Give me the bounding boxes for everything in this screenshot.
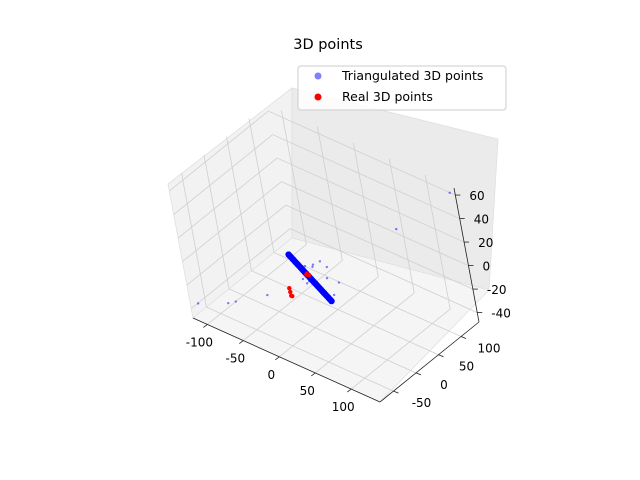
grid-line-x: [280, 110, 307, 245]
y-tick-label: 50: [459, 360, 474, 374]
grid-line-x: [352, 142, 379, 277]
legend-label-real: Real 3D points: [342, 89, 433, 104]
x-tick-mark: [346, 388, 352, 393]
triangulated-point: [308, 279, 311, 283]
x-tick-mark: [239, 340, 244, 344]
grid-line-y: [203, 154, 230, 289]
grid-line-z: [285, 204, 474, 290]
axes-panes: [167, 87, 499, 403]
grid-line-z: [290, 228, 478, 313]
real-point: [290, 293, 295, 299]
grid-line-x: [316, 126, 343, 261]
triangulated-point: [337, 281, 341, 284]
y-tick-mark: [415, 372, 422, 376]
grid-line-y: [181, 173, 207, 308]
grid-line-y: [251, 270, 439, 356]
grid-line-z: [169, 110, 269, 192]
grid-line-y: [228, 288, 417, 374]
triangulated-point: [305, 282, 309, 285]
real-point: [287, 286, 292, 291]
grid-line-y: [206, 306, 394, 392]
x-tick-mark: [275, 356, 280, 361]
x-tick-mark: [311, 372, 316, 377]
y-tick-mark: [393, 390, 399, 394]
grid-line-x: [243, 260, 343, 341]
triangulated-point: [301, 277, 305, 281]
legend: Triangulated 3D points Real 3D points: [297, 65, 507, 111]
triangulated-point: [303, 264, 307, 268]
x-tick-label: 50: [300, 384, 315, 398]
y-tick-mark: [438, 354, 444, 358]
cluster-point: [328, 297, 335, 305]
triangulated-point: [332, 293, 336, 297]
x-tick-label: -100: [186, 335, 213, 349]
grid-line-z: [276, 157, 465, 243]
legend-marker-triangulated: [314, 72, 322, 80]
grid-line-x: [315, 292, 415, 374]
chart-title: 3D points: [293, 37, 363, 53]
real-point: [288, 289, 293, 295]
z-tick-label: -20: [487, 283, 507, 297]
grid-lines: [169, 110, 478, 392]
triangulated-point: [227, 301, 230, 305]
grid-line-z: [182, 181, 282, 262]
grid-line-z: [272, 134, 460, 219]
triangulated-point: [325, 276, 329, 280]
x-tick-label: -50: [226, 352, 246, 366]
grid-line-x: [350, 308, 451, 390]
grid-line-z: [190, 228, 291, 309]
grid-line-x: [424, 175, 451, 310]
z-tick-label: 60: [469, 189, 484, 203]
z-tick-label: 20: [478, 236, 493, 250]
real-point: [306, 272, 312, 278]
grid-line-z: [173, 134, 273, 215]
x-tick-label: 0: [267, 368, 275, 382]
triangulated-point: [234, 300, 238, 303]
y-tick-label: 100: [478, 342, 501, 356]
triangulated-point: [395, 227, 398, 231]
triangulated-point: [318, 260, 322, 263]
z-tick-label: -40: [491, 307, 511, 321]
x-tick-mark: [203, 324, 208, 328]
triangulated-point: [266, 293, 269, 297]
grid-line-z: [268, 110, 456, 196]
grid-line-y: [226, 136, 252, 271]
axis-lines: [192, 187, 483, 403]
grid-line-x: [279, 276, 379, 358]
data-points: [196, 191, 451, 305]
z-tick-label: 40: [474, 213, 489, 227]
grid-line-x: [388, 158, 415, 293]
grid-line-z: [177, 157, 278, 239]
triangulated-point: [325, 265, 329, 269]
triangulated-point: [311, 265, 314, 269]
z-axis-line: [453, 187, 480, 323]
y-tick-mark: [460, 336, 467, 339]
y-tick-label: 0: [440, 378, 448, 392]
triangulated-point: [448, 191, 451, 195]
z-tick-label: 0: [482, 260, 490, 274]
grid-line-z: [281, 181, 469, 266]
x-axis-line: [192, 317, 381, 403]
triangulated-point: [196, 302, 200, 305]
tick-labels: -100 -50 0 50 100 -50 0 50 100 -40 -20 0 20 40 60: [186, 189, 511, 414]
y-axis-line: [379, 321, 480, 403]
grid-line-z: [186, 204, 287, 286]
x-tick-label: 100: [332, 400, 355, 414]
legend-box: [297, 65, 507, 111]
y-tick-label: -50: [412, 396, 432, 410]
grid-line-y: [248, 118, 275, 253]
legend-marker-real: [314, 93, 322, 101]
triangulated-point: [311, 263, 315, 266]
legend-label-triangulated: Triangulated 3D points: [341, 68, 483, 83]
